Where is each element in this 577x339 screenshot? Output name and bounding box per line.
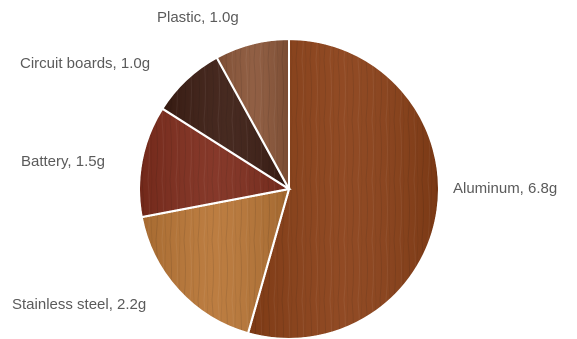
slice-circuit-boards [160, 56, 290, 190]
slice-label-aluminum: Aluminum, 6.8g [453, 180, 557, 197]
slice-label-battery: Battery, 1.5g [21, 153, 105, 170]
slice-plastic-sheen [215, 37, 290, 190]
slice-battery [138, 107, 292, 219]
slice-plastic [215, 37, 290, 190]
slice-label-plastic: Plastic, 1.0g [157, 9, 239, 26]
slice-label-circuit-boards: Circuit boards, 1.0g [20, 55, 150, 72]
slice-stainless-steel [140, 187, 291, 335]
slice-aluminum-sheen [246, 37, 440, 339]
slice-label-stainless-steel: Stainless steel, 2.2g [12, 296, 146, 313]
slice-aluminum [246, 37, 440, 339]
slice-stainless-steel-sheen [140, 187, 291, 335]
slice-battery-sheen [138, 107, 292, 219]
